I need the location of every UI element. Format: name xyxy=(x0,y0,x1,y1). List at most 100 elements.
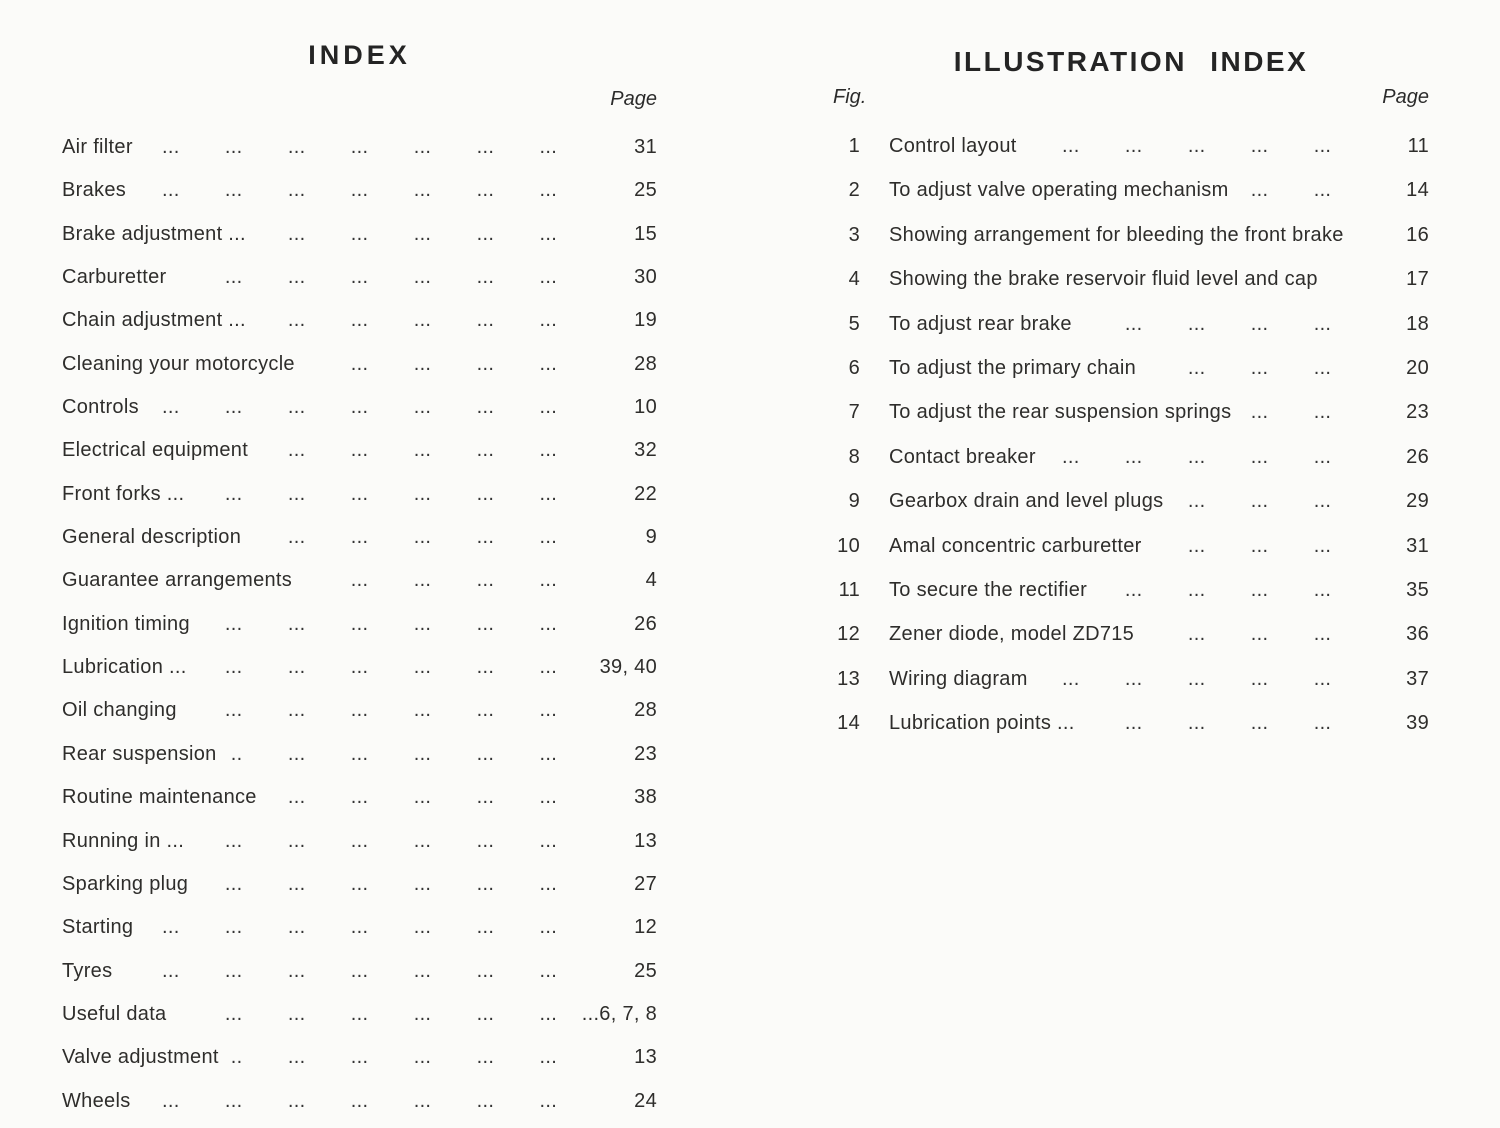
leader-dots: ... ... ... ... ... ... ... ... ... ... … xyxy=(162,872,596,895)
entry-page-number: 30 xyxy=(603,256,657,300)
entry-page-number: 37 xyxy=(1375,656,1429,702)
leader-dots: ... ... ... ... ... ... ... ... ... ... … xyxy=(162,656,596,679)
leader-dots: ... ... ... ... ... ... ... ... ... ... … xyxy=(162,786,596,809)
entry-label: Brakes xyxy=(62,169,139,213)
index-entry-row: ... ... ... ... ... ... ... ... ... ... … xyxy=(62,429,657,473)
entry-label: Chain adjustment ... xyxy=(62,299,258,343)
entry-label: Valve adjustment xyxy=(62,1036,231,1080)
entry-page-number: 14 xyxy=(1375,168,1429,213)
illustration-entry-row: ... ... ... ... ... ... ... ... ... ... … xyxy=(833,701,1429,746)
index-entry-row: ... ... ... ... ... ... ... ... ... ... … xyxy=(62,256,657,300)
entry-page-number: 18 xyxy=(1375,301,1429,346)
entry-page-number: 32 xyxy=(603,429,657,473)
figure-number: 5 xyxy=(833,301,860,346)
illustration-entry-row: ... ... ... ... ... ... ... ... ... ... … xyxy=(833,345,1429,391)
illustration-entry-list: ... ... ... ... ... ... ... ... ... ... … xyxy=(833,124,1429,746)
entry-label: General description xyxy=(62,516,254,560)
figure-number: 12 xyxy=(833,612,860,657)
illustration-entry-row: ... ... ... ... ... ... ... ... ... ... … xyxy=(833,257,1429,302)
entry-page-number: 27 xyxy=(603,862,657,907)
index-entry-list: ... ... ... ... ... ... ... ... ... ... … xyxy=(62,126,657,1123)
figure-number: 11 xyxy=(833,567,860,613)
index-entry-row: ... ... ... ... ... ... ... ... ... ... … xyxy=(62,516,657,560)
leader-dots: ... ... ... ... ... ... ... ... ... ... … xyxy=(162,916,596,939)
entry-label: Cleaning your motorcycle xyxy=(62,342,307,387)
entry-page-number: 28 xyxy=(603,689,657,733)
figure-number: 13 xyxy=(833,656,860,702)
index-entry-row: ... ... ... ... ... ... ... ... ... ... … xyxy=(62,689,657,733)
leader-dots: ... ... ... ... ... ... ... ... ... ... … xyxy=(162,136,596,158)
index-entry-row: ... ... ... ... ... ... ... ... ... ... … xyxy=(62,386,657,430)
index-entry-row: ... ... ... ... ... ... ... ... ... ... … xyxy=(62,992,657,1037)
entry-label: To adjust valve operating mechanism xyxy=(889,168,1241,213)
leader-dots: ... ... ... ... ... ... ... ... ... ... … xyxy=(1062,667,1393,690)
entry-label: Guarantee arrangements xyxy=(62,559,305,603)
illustration-entry-row: ... ... ... ... ... ... ... ... ... ... … xyxy=(833,434,1429,480)
entry-label: Sparking plug xyxy=(62,862,201,907)
index-entry-row: ... ... ... ... ... ... ... ... ... ... … xyxy=(62,819,657,863)
entry-page-number: 4 xyxy=(603,559,657,603)
index-entry-row: ... ... ... ... ... ... ... ... ... ... … xyxy=(62,169,657,213)
index-entry-row: ... ... ... ... ... ... ... ... ... ... … xyxy=(62,646,657,690)
illustration-entry-row: ... ... ... ... ... ... ... ... ... ... … xyxy=(833,612,1429,657)
illustration-entry-row: ... ... ... ... ... ... ... ... ... ... … xyxy=(833,124,1429,169)
figure-number: 14 xyxy=(833,701,860,746)
entry-page-number: 13 xyxy=(603,819,657,863)
entry-page-number: 25 xyxy=(603,949,657,993)
index-entry-row: ... ... ... ... ... ... ... ... ... ... … xyxy=(62,212,657,257)
entry-label: Lubrication points ... xyxy=(889,701,1087,746)
entry-label: Electrical equipment xyxy=(62,429,261,473)
entry-label: Controls xyxy=(62,386,151,430)
leader-dots: ... ... ... ... ... ... ... ... ... ... … xyxy=(1062,445,1393,468)
leader-dots: ... ... ... ... ... ... ... ... ... ... … xyxy=(162,222,596,245)
entry-page-number: 23 xyxy=(603,732,657,777)
entry-label: Oil changing xyxy=(62,689,189,733)
illustration-index-page: ILLUSTRATION INDEX Fig. Page ... ... ...… xyxy=(833,0,1429,1128)
entry-label: To adjust the primary chain xyxy=(889,345,1149,391)
illustration-index-header-row: Fig. Page xyxy=(833,86,1429,109)
entry-label: Control layout xyxy=(889,124,1029,169)
leader-dots: ... ... ... ... ... ... ... ... ... ... … xyxy=(1062,712,1393,735)
leader-dots: ... ... ... ... ... ... ... ... ... ... … xyxy=(162,309,596,332)
leader-dots: ... ... ... ... ... ... ... ... ... ... … xyxy=(162,1046,596,1069)
figure-number: 9 xyxy=(833,479,860,524)
illustration-entry-row: ... ... ... ... ... ... ... ... ... ... … xyxy=(833,390,1429,435)
entry-label: Carburetter xyxy=(62,256,179,300)
entry-page-number: 15 xyxy=(603,212,657,257)
entry-page-number: 24 xyxy=(603,1079,657,1123)
entry-page-number: 38 xyxy=(603,776,657,820)
index-entry-row: ... ... ... ... ... ... ... ... ... ... … xyxy=(62,732,657,777)
entry-label: To adjust rear brake xyxy=(889,301,1084,346)
leader-dots: ... ... ... ... ... ... ... ... ... ... … xyxy=(162,829,596,852)
index-entry-row: ... ... ... ... ... ... ... ... ... ... … xyxy=(62,862,657,907)
index-entry-row: ... ... ... ... ... ... ... ... ... ... … xyxy=(62,559,657,603)
entry-page-number: 39 xyxy=(1375,701,1429,746)
entry-label: Starting xyxy=(62,906,146,950)
index-entry-row: ... ... ... ... ... ... ... ... ... ... … xyxy=(62,602,657,647)
leader-dots: ... ... ... ... ... ... ... ... ... ... … xyxy=(1062,135,1393,157)
entry-label: To adjust the rear suspension springs xyxy=(889,390,1244,435)
illustration-entry-row: ... ... ... ... ... ... ... ... ... ... … xyxy=(833,567,1429,613)
figure-number: 1 xyxy=(833,124,860,169)
figure-number: 6 xyxy=(833,345,860,391)
figure-number: 3 xyxy=(833,212,860,258)
entry-page-number: 39, 40 xyxy=(591,646,657,690)
entry-label: To secure the rectifier xyxy=(889,567,1100,613)
entry-page-number: 22 xyxy=(603,472,657,517)
figure-number: 10 xyxy=(833,523,860,568)
index-entry-row: ... ... ... ... ... ... ... ... ... ... … xyxy=(62,342,657,387)
entry-label: Brake adjustment ... xyxy=(62,212,258,257)
entry-label: Wiring diagram xyxy=(889,656,1040,702)
entry-page-number: 10 xyxy=(603,386,657,430)
entry-page-number: 9 xyxy=(603,516,657,560)
entry-page-number: 20 xyxy=(1375,345,1429,391)
entry-page-number: 36 xyxy=(1375,612,1429,657)
entry-page-number: 31 xyxy=(603,126,657,170)
leader-dots: ... ... ... ... ... ... ... ... ... ... … xyxy=(162,699,596,722)
entry-page-number: 31 xyxy=(1375,523,1429,568)
entry-page-number: 16 xyxy=(1375,212,1429,258)
index-entry-row: ... ... ... ... ... ... ... ... ... ... … xyxy=(62,299,657,343)
entry-label: Showing arrangement for bleeding the fro… xyxy=(889,212,1356,258)
leader-dots: ... ... ... ... ... ... ... ... ... ... … xyxy=(162,1002,596,1025)
leader-dots: ... ... ... ... ... ... ... ... ... ... … xyxy=(1062,312,1393,335)
